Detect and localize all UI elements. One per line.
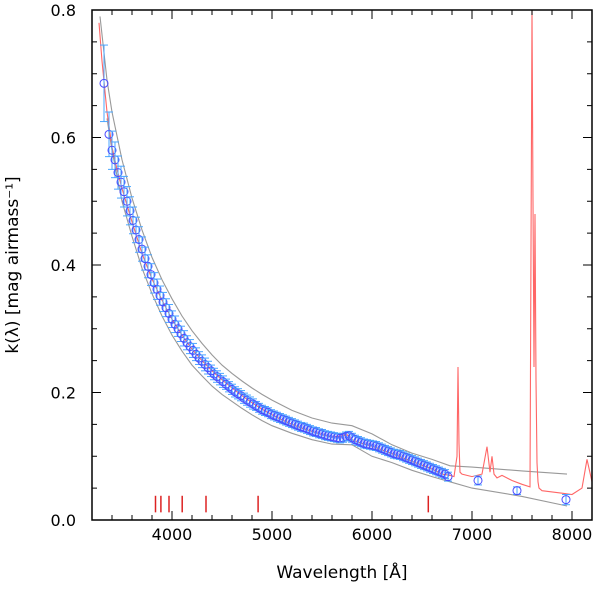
line-markers-layer: [154, 495, 430, 513]
x-tick-label: 6000: [352, 525, 393, 544]
data-point: [173, 324, 183, 334]
data-point: [200, 359, 210, 369]
data-point: [561, 495, 571, 505]
data-point: [473, 475, 483, 485]
data-point: [167, 314, 177, 324]
x-tick-label: 7000: [452, 525, 493, 544]
data-point: [512, 486, 522, 496]
y-axis-title: k(λ) [mag airmass⁻¹]: [3, 176, 23, 353]
data-point: [161, 303, 171, 313]
y-tick-label: 0.8: [51, 1, 76, 20]
data-point: [170, 319, 180, 329]
data-point: [143, 261, 153, 271]
data-point: [164, 308, 174, 318]
y-tick-label: 0.0: [51, 511, 76, 530]
gray-envelope-upper: [99, 16, 568, 475]
data-point: [203, 363, 213, 373]
y-tick-label: 0.2: [51, 384, 76, 403]
ticks-layer: 4000 5000 6000 7000 8000 0.0 0.2 0.4 0.6 0.8: [51, 1, 593, 544]
x-tick-label: 4000: [152, 525, 193, 544]
data-point: [131, 225, 141, 235]
y-tick-label: 0.4: [51, 256, 76, 275]
data-point: [236, 391, 246, 401]
data-point: [104, 129, 114, 139]
data-point: [227, 384, 237, 394]
data-point: [158, 297, 168, 307]
data-point: [99, 78, 109, 88]
plot-frame: [91, 9, 593, 521]
y-tick-label: 0.6: [51, 129, 76, 148]
x-tick-label: 5000: [252, 525, 293, 544]
gray-envelope-layer: [99, 16, 568, 507]
red-curve-layer: [98, 10, 592, 496]
data-point: [179, 333, 189, 343]
x-axis-title: Wavelength [Å]: [276, 561, 407, 583]
data-point: [137, 244, 147, 254]
data-point: [233, 389, 243, 399]
data-point: [116, 177, 126, 187]
data-point: [443, 472, 453, 482]
data-point: [128, 215, 138, 225]
data-point: [209, 369, 219, 379]
data-point: [440, 469, 450, 479]
data-point: [113, 168, 123, 178]
data-point: [212, 372, 222, 382]
data-point: [176, 329, 186, 339]
gray-envelope-lower: [106, 118, 568, 507]
data-point: [107, 145, 117, 155]
data-point: [119, 187, 129, 197]
data-point: [146, 270, 156, 280]
red-extinction-curve: [98, 10, 592, 496]
x-tick-label: 8000: [552, 525, 593, 544]
data-point: [134, 235, 144, 244]
data-points-layer: [99, 44, 571, 506]
